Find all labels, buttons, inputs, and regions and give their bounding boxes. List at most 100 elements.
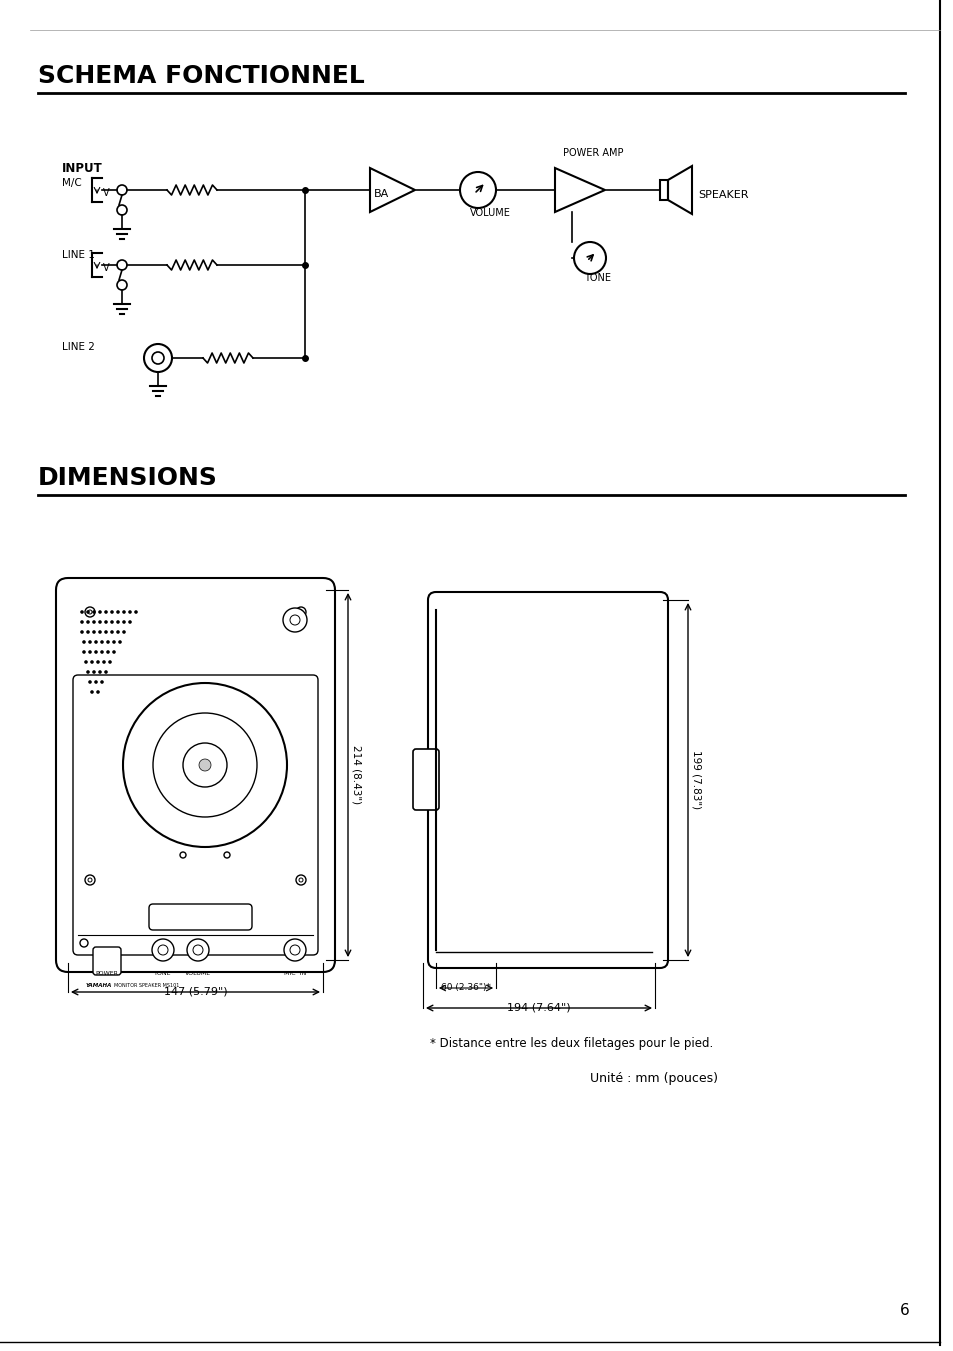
Circle shape <box>123 684 287 847</box>
Circle shape <box>91 690 93 694</box>
Text: LINE 1: LINE 1 <box>62 250 94 259</box>
Circle shape <box>111 611 113 613</box>
Text: TONE: TONE <box>583 273 610 282</box>
Circle shape <box>102 661 106 663</box>
Circle shape <box>88 640 91 644</box>
Text: V: V <box>103 263 110 273</box>
Circle shape <box>290 944 299 955</box>
Circle shape <box>104 611 108 613</box>
Circle shape <box>111 620 113 624</box>
Circle shape <box>96 690 100 694</box>
Text: INPUT: INPUT <box>62 162 103 176</box>
Circle shape <box>88 680 91 684</box>
FancyBboxPatch shape <box>56 578 335 971</box>
Text: BA: BA <box>374 189 389 199</box>
Circle shape <box>98 611 102 613</box>
Circle shape <box>295 607 306 617</box>
Circle shape <box>80 620 84 624</box>
Circle shape <box>96 661 100 663</box>
Text: 194 (7.64"): 194 (7.64") <box>507 1002 570 1012</box>
FancyBboxPatch shape <box>92 947 121 975</box>
Circle shape <box>199 759 211 771</box>
Text: VOLUME: VOLUME <box>185 971 211 975</box>
Text: SCHEMA FONCTIONNEL: SCHEMA FONCTIONNEL <box>38 63 364 88</box>
Circle shape <box>193 944 203 955</box>
Circle shape <box>134 611 137 613</box>
Circle shape <box>284 939 306 961</box>
Circle shape <box>92 620 95 624</box>
Circle shape <box>98 670 102 674</box>
Circle shape <box>86 620 90 624</box>
Circle shape <box>100 650 104 654</box>
Circle shape <box>183 743 227 788</box>
Text: LINE 2: LINE 2 <box>62 342 94 353</box>
Circle shape <box>128 620 132 624</box>
Circle shape <box>152 939 173 961</box>
Circle shape <box>152 713 256 817</box>
Circle shape <box>122 630 126 634</box>
Circle shape <box>104 620 108 624</box>
Text: MIC  IN: MIC IN <box>284 971 306 975</box>
Text: VOLUME: VOLUME <box>470 208 511 218</box>
Circle shape <box>92 611 95 613</box>
Circle shape <box>85 607 95 617</box>
Text: M/C: M/C <box>62 178 82 188</box>
FancyBboxPatch shape <box>413 748 438 811</box>
Circle shape <box>144 345 172 372</box>
Text: SPEAKER: SPEAKER <box>698 190 748 200</box>
Circle shape <box>112 640 115 644</box>
Circle shape <box>118 640 122 644</box>
Text: V: V <box>103 188 110 199</box>
Circle shape <box>459 172 496 208</box>
Circle shape <box>104 630 108 634</box>
Circle shape <box>100 640 104 644</box>
Bar <box>659 180 667 200</box>
Circle shape <box>86 611 90 613</box>
Circle shape <box>98 620 102 624</box>
Circle shape <box>80 611 84 613</box>
Circle shape <box>122 620 126 624</box>
Circle shape <box>85 875 95 885</box>
Circle shape <box>117 280 127 290</box>
Circle shape <box>80 630 84 634</box>
Circle shape <box>117 185 127 195</box>
Circle shape <box>82 650 86 654</box>
Text: TONE: TONE <box>154 971 172 975</box>
Circle shape <box>94 640 98 644</box>
Circle shape <box>283 608 307 632</box>
Circle shape <box>158 944 168 955</box>
Text: 60 (2.36")*: 60 (2.36")* <box>440 984 491 992</box>
Text: Unité : mm (pouces): Unité : mm (pouces) <box>589 1071 718 1085</box>
Circle shape <box>122 611 126 613</box>
Circle shape <box>112 650 115 654</box>
Circle shape <box>104 670 108 674</box>
Circle shape <box>92 670 95 674</box>
Circle shape <box>116 630 120 634</box>
Circle shape <box>117 205 127 215</box>
FancyBboxPatch shape <box>149 904 252 929</box>
Circle shape <box>574 242 605 274</box>
Circle shape <box>94 680 98 684</box>
Circle shape <box>88 650 91 654</box>
Circle shape <box>92 630 95 634</box>
Text: DIMENSIONS: DIMENSIONS <box>38 466 217 490</box>
Circle shape <box>116 611 120 613</box>
Circle shape <box>111 630 113 634</box>
Text: * Distance entre les deux filetages pour le pied.: * Distance entre les deux filetages pour… <box>430 1038 713 1050</box>
Circle shape <box>128 611 132 613</box>
Circle shape <box>295 875 306 885</box>
Circle shape <box>106 650 110 654</box>
Circle shape <box>94 650 98 654</box>
Circle shape <box>86 630 90 634</box>
Text: 6: 6 <box>900 1302 909 1319</box>
Text: 199 (7.83"): 199 (7.83") <box>691 750 701 809</box>
Circle shape <box>82 640 86 644</box>
Circle shape <box>187 939 209 961</box>
Text: YAMAHA: YAMAHA <box>86 984 112 988</box>
Circle shape <box>100 680 104 684</box>
Circle shape <box>91 661 93 663</box>
Circle shape <box>290 615 299 626</box>
Text: POWER: POWER <box>95 971 118 975</box>
Circle shape <box>108 661 112 663</box>
Text: POWER AMP: POWER AMP <box>562 149 623 158</box>
